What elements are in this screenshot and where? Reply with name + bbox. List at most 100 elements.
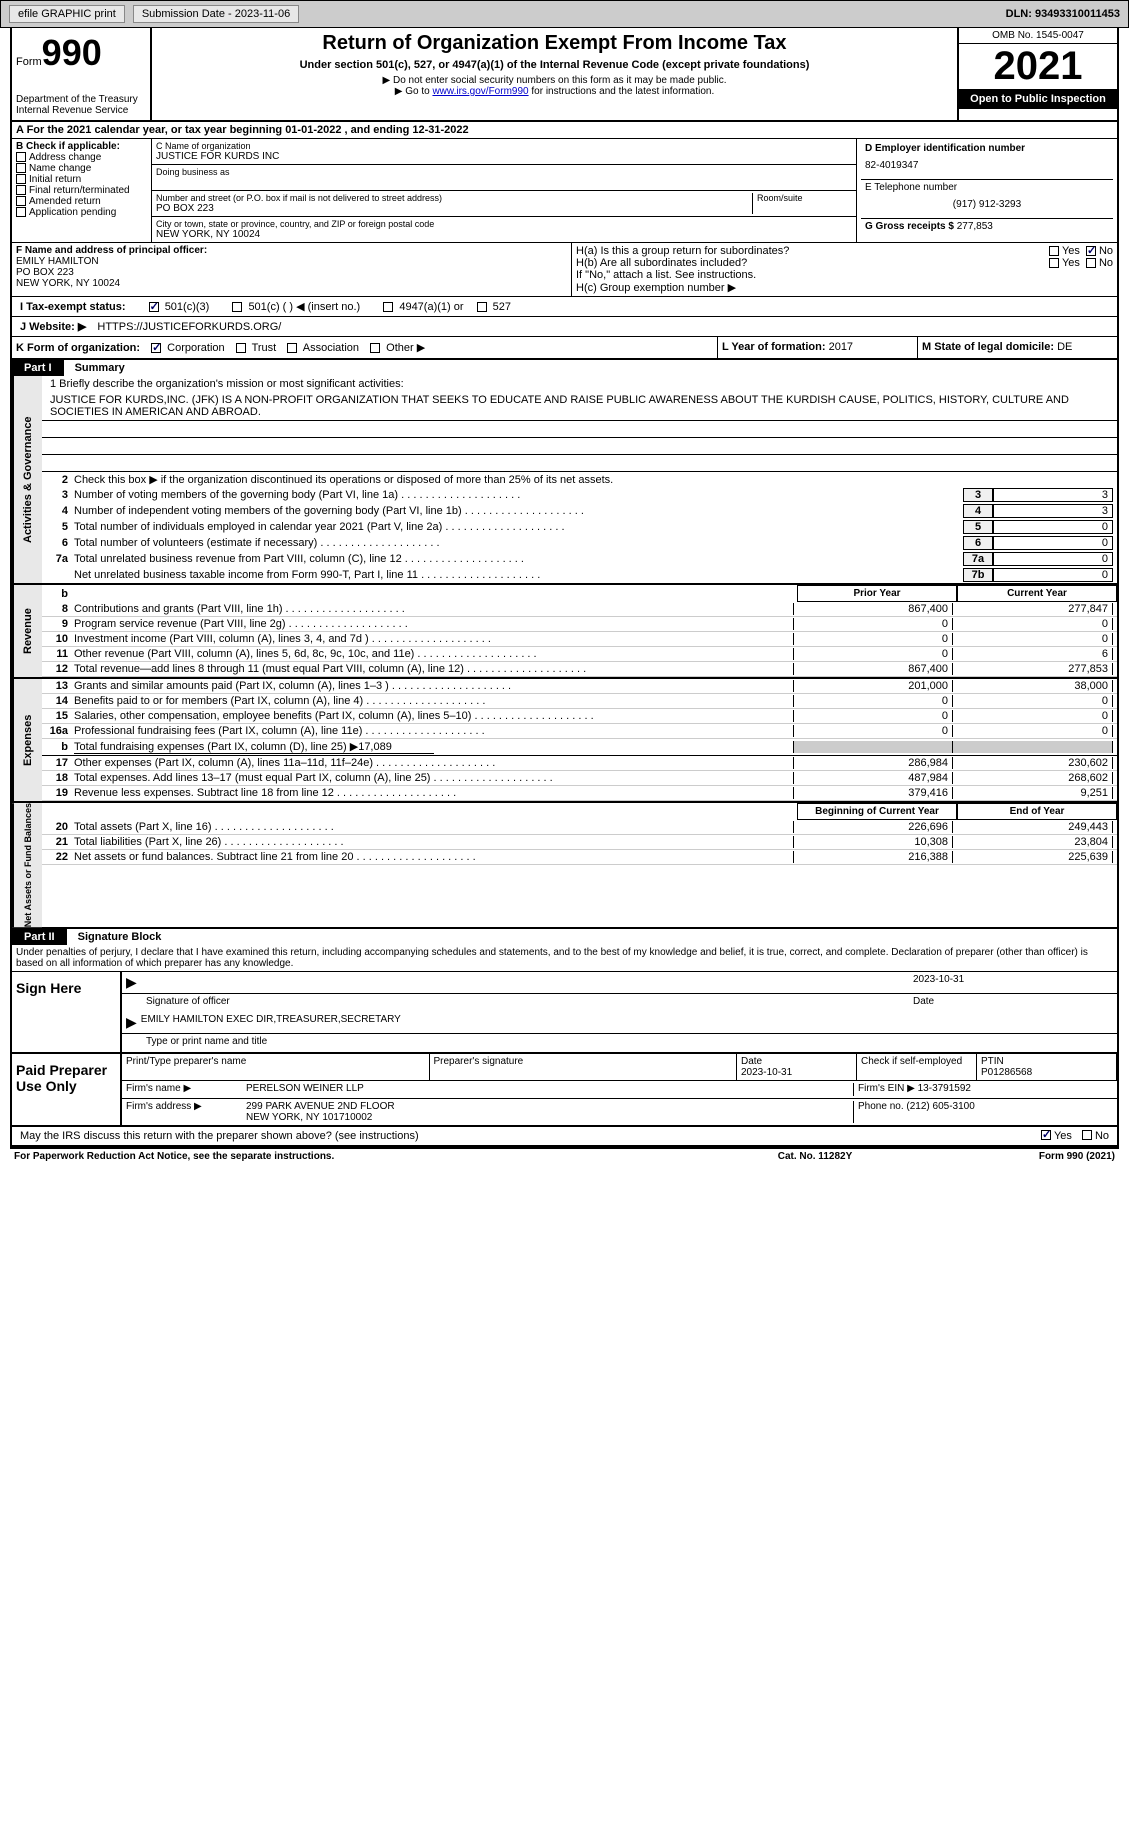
efile-btn[interactable]: efile GRAPHIC print <box>9 5 125 23</box>
paid-preparer-block: Paid Preparer Use Only Print/Type prepar… <box>10 1054 1119 1127</box>
name-title-label: Type or print name and title <box>126 1036 267 1050</box>
addr-label: Number and street (or P.O. box if mail i… <box>156 193 752 203</box>
e-label: E Telephone number <box>865 182 1109 193</box>
i-501c[interactable] <box>232 302 242 312</box>
line-text: Contributions and grants (Part VIII, lin… <box>74 603 793 615</box>
firm-name-label: Firm's name ▶ <box>126 1083 246 1096</box>
line-text: Other revenue (Part VIII, column (A), li… <box>74 648 793 660</box>
b-checkbox[interactable] <box>16 152 26 162</box>
b-checkbox[interactable] <box>16 207 26 217</box>
form-number: 990 <box>42 32 102 74</box>
inspection: Open to Public Inspection <box>959 89 1117 109</box>
city-state-zip: NEW YORK, NY 10024 <box>156 229 852 240</box>
firm-addr1: 299 PARK AVENUE 2ND FLOOR <box>246 1101 853 1112</box>
discuss-line: May the IRS discuss this return with the… <box>10 1127 1119 1147</box>
d-label: D Employer identification number <box>865 143 1109 154</box>
room-label: Room/suite <box>757 193 852 203</box>
line-text: Total revenue—add lines 8 through 11 (mu… <box>74 663 793 675</box>
line16b: Total fundraising expenses (Part IX, col… <box>74 740 434 754</box>
officer-name: EMILY HAMILTON <box>16 256 567 267</box>
irs: Internal Revenue Service <box>16 105 146 116</box>
prep-h1: Print/Type preparer's name <box>122 1054 430 1081</box>
hb-no[interactable] <box>1086 258 1096 268</box>
f-label: F Name and address of principal officer: <box>16 245 567 256</box>
b-checkbox[interactable] <box>16 174 26 184</box>
date-label: Date <box>913 996 1113 1010</box>
b-label: B Check if applicable: <box>16 141 147 152</box>
b-checkbox[interactable] <box>16 185 26 195</box>
part1-hdr: Part I <box>12 360 64 376</box>
h-note: If "No," attach a list. See instructions… <box>576 269 1113 281</box>
note1: ▶ Do not enter social security numbers o… <box>156 75 953 86</box>
top-bar: efile GRAPHIC print Submission Date - 20… <box>0 0 1129 28</box>
officer-name-title: EMILY HAMILTON EXEC DIR,TREASURER,SECRET… <box>141 1014 401 1031</box>
line-text: Total unrelated business revenue from Pa… <box>74 553 963 565</box>
ha-label: H(a) Is this a group return for subordin… <box>576 245 1049 257</box>
footer-right: Form 990 (2021) <box>915 1151 1115 1162</box>
officer-addr2: NEW YORK, NY 10024 <box>16 278 567 289</box>
ein: 82-4019347 <box>865 154 1109 177</box>
penalty-text: Under penalties of perjury, I declare th… <box>10 945 1119 972</box>
section-b: B Check if applicable: Address changeNam… <box>12 139 152 242</box>
city-label: City or town, state or province, country… <box>156 219 852 229</box>
line-text: Other expenses (Part IX, column (A), lin… <box>74 757 793 769</box>
sig-officer-label: Signature of officer <box>126 996 913 1010</box>
note2-post: for instructions and the latest informat… <box>531 86 714 97</box>
end-year-hdr: End of Year <box>957 803 1117 820</box>
page-footer: For Paperwork Reduction Act Notice, see … <box>10 1147 1119 1164</box>
sign-here-label: Sign Here <box>12 972 122 1052</box>
line-i: I Tax-exempt status: 501(c)(3) 501(c) ( … <box>10 297 1119 317</box>
k-corp[interactable] <box>151 343 161 353</box>
paid-prep-label: Paid Preparer Use Only <box>12 1054 122 1125</box>
line-text: Total expenses. Add lines 13–17 (must eq… <box>74 772 793 784</box>
b-checkbox[interactable] <box>16 196 26 206</box>
line-text: Total assets (Part X, line 16) <box>74 821 793 833</box>
submission-btn[interactable]: Submission Date - 2023-11-06 <box>133 5 299 23</box>
line-text: Program service revenue (Part VIII, line… <box>74 618 793 630</box>
dept: Department of the Treasury <box>16 94 146 105</box>
line-l: L Year of formation: 2017 <box>717 337 917 358</box>
k-other[interactable] <box>370 343 380 353</box>
org-name: JUSTICE FOR KURDS INC <box>156 151 852 162</box>
k-assoc[interactable] <box>287 343 297 353</box>
omb: OMB No. 1545-0047 <box>959 28 1117 44</box>
line-text: Professional fundraising fees (Part IX, … <box>74 725 793 737</box>
firm-addr-label: Firm's address ▶ <box>126 1101 246 1123</box>
line-text: Investment income (Part VIII, column (A)… <box>74 633 793 645</box>
officer-addr1: PO BOX 223 <box>16 267 567 278</box>
line-text: Number of independent voting members of … <box>74 505 963 517</box>
section-c: C Name of organization JUSTICE FOR KURDS… <box>152 139 857 242</box>
side-revenue: Revenue <box>12 585 42 677</box>
i-501c3[interactable] <box>149 302 159 312</box>
ha-no[interactable] <box>1086 246 1096 256</box>
i-527[interactable] <box>477 302 487 312</box>
line-m: M State of legal domicile: DE <box>917 337 1117 358</box>
g-label: G Gross receipts $ <box>865 221 954 232</box>
b-checkbox[interactable] <box>16 163 26 173</box>
phone: (917) 912-3293 <box>865 193 1109 216</box>
sign-here-block: Sign Here ▶ 2023-10-31 Signature of offi… <box>10 972 1119 1054</box>
line-text: Total liabilities (Part X, line 26) <box>74 836 793 848</box>
note2-pre: ▶ Go to <box>395 86 433 97</box>
line-text: Number of voting members of the governin… <box>74 489 963 501</box>
form-title: Return of Organization Exempt From Incom… <box>156 32 953 55</box>
tax-year: 2021 <box>959 44 1117 89</box>
form990-link[interactable]: www.irs.gov/Form990 <box>432 86 528 97</box>
discuss-no[interactable] <box>1082 1130 1092 1140</box>
k-trust[interactable] <box>236 343 246 353</box>
cat-no: Cat. No. 11282Y <box>715 1151 915 1162</box>
prior-year-hdr: Prior Year <box>797 585 957 602</box>
line-text: Grants and similar amounts paid (Part IX… <box>74 680 793 692</box>
line-text: Total number of volunteers (estimate if … <box>74 537 963 549</box>
hb-yes[interactable] <box>1049 258 1059 268</box>
line-text: Revenue less expenses. Subtract line 18 … <box>74 787 793 799</box>
discuss-yes[interactable] <box>1041 1130 1051 1140</box>
mission-text: JUSTICE FOR KURDS,INC. (JFK) IS A NON-PR… <box>42 392 1117 421</box>
i-4947[interactable] <box>383 302 393 312</box>
side-expenses: Expenses <box>12 679 42 801</box>
line-text: Net assets or fund balances. Subtract li… <box>74 851 793 863</box>
line-a: A For the 2021 calendar year, or tax yea… <box>10 122 1119 139</box>
ha-yes[interactable] <box>1049 246 1059 256</box>
line-text: Total number of individuals employed in … <box>74 521 963 533</box>
section-f: F Name and address of principal officer:… <box>12 243 572 296</box>
